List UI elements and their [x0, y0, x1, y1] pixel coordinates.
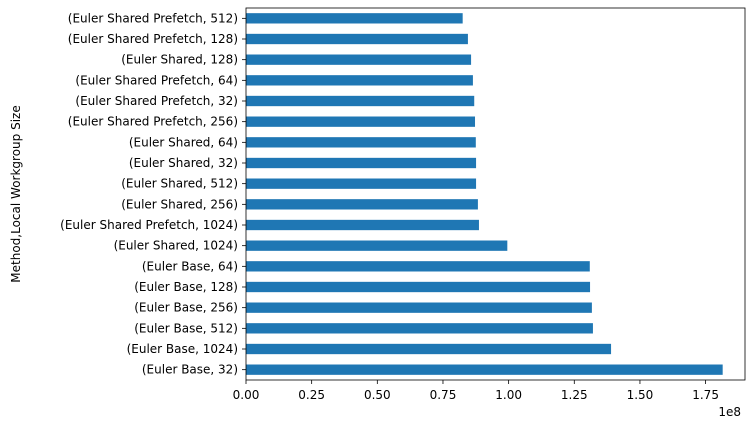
y-tick-label: (Euler Shared, 512): [121, 177, 238, 191]
bar: [246, 178, 477, 189]
x-tick-label: 0.25: [298, 388, 325, 402]
bar: [246, 219, 479, 231]
y-tick-label: (Euler Base, 64): [142, 259, 238, 273]
bars-group: [246, 13, 723, 375]
y-tick-label: (Euler Base, 128): [134, 280, 238, 294]
bar: [246, 33, 468, 45]
y-tick-label: (Euler Shared Prefetch, 512): [68, 11, 238, 25]
axes-frame: [245, 7, 746, 381]
x-tick-label: 1.50: [627, 388, 654, 402]
bar: [246, 343, 612, 355]
y-tick-label: (Euler Shared, 256): [121, 197, 238, 211]
y-tick-label: (Euler Shared, 128): [121, 53, 238, 67]
y-axis-label: Method,Local Workgroup Size: [9, 105, 23, 282]
y-tick-label: (Euler Shared, 1024): [114, 239, 238, 253]
y-tick-label: (Euler Shared, 64): [129, 135, 238, 149]
bar: [246, 323, 593, 334]
y-tick-label: (Euler Shared Prefetch, 64): [75, 73, 238, 87]
bar: [246, 13, 463, 24]
bar: [246, 75, 473, 86]
x-tick-label: 1.75: [692, 388, 719, 402]
x-tick-label: 0.75: [430, 388, 457, 402]
y-tick-label: (Euler Base, 32): [142, 363, 238, 377]
x-tick-label: 0.00: [233, 388, 260, 402]
bar: [246, 302, 592, 313]
y-tick-label: (Euler Shared Prefetch, 256): [68, 115, 238, 129]
y-axis-ticks: (Euler Shared Prefetch, 512) (Euler Share…: [60, 11, 246, 377]
bar: [246, 199, 478, 210]
y-tick-label: (Euler Base, 256): [134, 301, 238, 315]
y-tick-label: (Euler Shared Prefetch, 128): [68, 32, 238, 46]
x-tick-label: 1.00: [495, 388, 522, 402]
y-tick-label: (Euler Shared, 32): [129, 156, 238, 170]
bar: [246, 261, 590, 272]
x-axis-offset-label: 1e8: [718, 405, 741, 419]
bar: [246, 364, 723, 375]
bar: [246, 281, 591, 293]
bar: [246, 137, 476, 148]
y-tick-label: (Euler Base, 512): [134, 321, 238, 335]
x-tick-label: 0.50: [364, 388, 391, 402]
y-tick-label: (Euler Shared Prefetch, 1024): [60, 218, 238, 232]
y-tick-label: (Euler Shared Prefetch, 32): [75, 94, 238, 108]
y-tick-label: (Euler Base, 1024): [127, 342, 238, 356]
x-tick-label: 1.25: [561, 388, 588, 402]
bar: [246, 54, 472, 65]
bar: [246, 240, 508, 251]
bar: [246, 116, 476, 127]
bar: [246, 95, 475, 107]
bar: [246, 157, 477, 169]
x-axis-ticks: 0.00 0.25 0.50 0.75 1.00 1.25 1.50 1.75: [233, 380, 719, 402]
